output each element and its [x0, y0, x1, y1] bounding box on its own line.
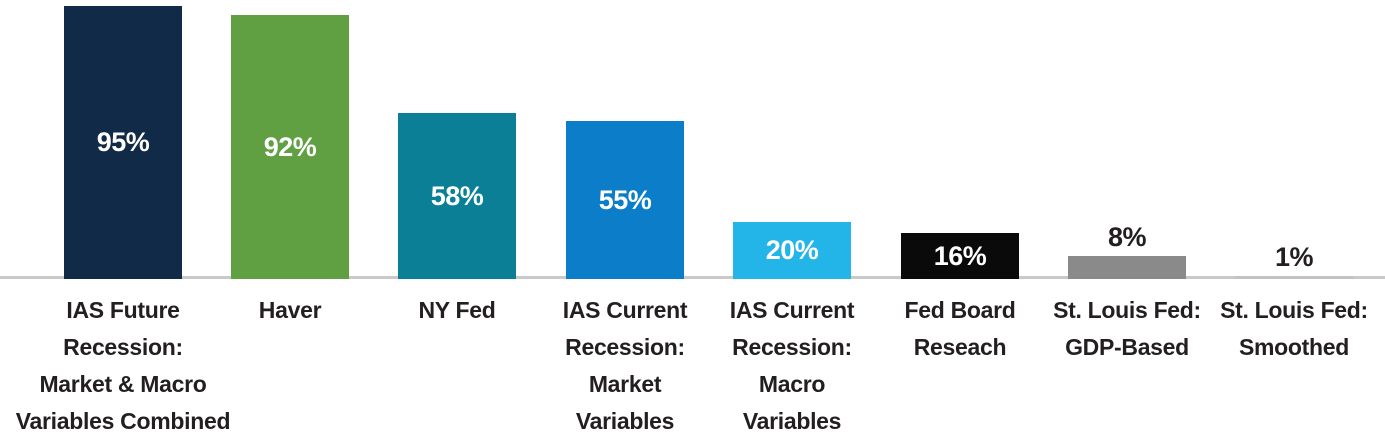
bar-4 — [566, 121, 684, 279]
category-label-8: St. Louis Fed: Smoothed — [1220, 297, 1368, 360]
category-label-7: St. Louis Fed: GDP-Based — [1053, 297, 1201, 360]
category-label-4: IAS Current Recession: Market Variables — [562, 297, 688, 434]
bar-2 — [231, 15, 349, 279]
bar-5 — [733, 222, 851, 279]
bar-7 — [1068, 256, 1186, 279]
category-label-1: IAS Future Recession: Market & Macro Var… — [15, 297, 231, 434]
bar-1 — [64, 6, 182, 279]
bar-value-label-7: 8% — [1107, 222, 1147, 252]
category-label-5: IAS Current Recession: Macro Variables — [729, 297, 855, 434]
category-label-2: Haver — [258, 297, 322, 323]
bar-8 — [1235, 276, 1353, 279]
bar-value-label-8: 1% — [1274, 242, 1314, 272]
category-label-6: Fed Board Reseach — [904, 297, 1016, 360]
bar-6 — [901, 233, 1019, 279]
x-axis-line — [0, 276, 1385, 279]
bar-3 — [398, 113, 516, 279]
category-label-3: NY Fed — [418, 297, 496, 323]
